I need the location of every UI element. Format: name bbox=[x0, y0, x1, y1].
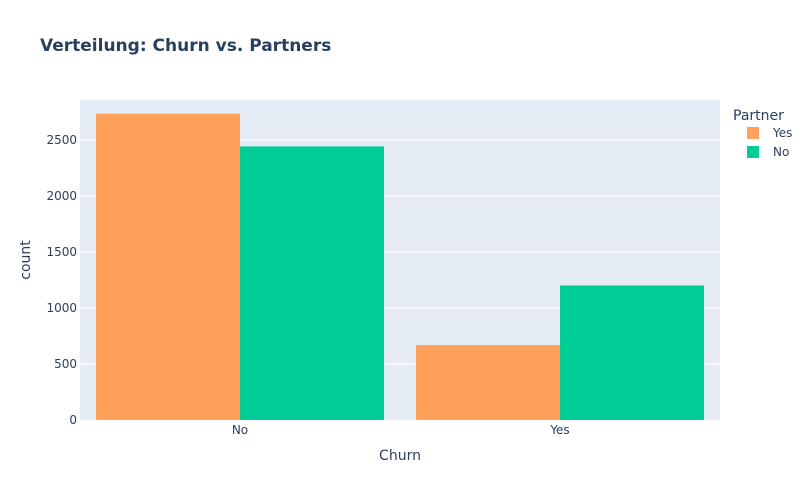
legend: Partner Yes No bbox=[733, 108, 792, 159]
x-axis-title: Churn bbox=[379, 448, 421, 464]
legend-label: No bbox=[773, 145, 789, 159]
legend-swatch bbox=[747, 127, 759, 139]
chart-title: Verteilung: Churn vs. Partners bbox=[40, 36, 331, 56]
legend-title: Partner bbox=[733, 108, 784, 124]
x-axis-ticks: No Yes bbox=[232, 423, 570, 437]
y-tick-label: 0 bbox=[69, 413, 77, 427]
x-tick-label: No bbox=[232, 423, 248, 437]
y-tick-label: 2000 bbox=[46, 189, 77, 203]
legend-swatch bbox=[747, 146, 759, 158]
y-axis-ticks: 0 500 1000 1500 2000 2500 bbox=[46, 133, 77, 427]
bars bbox=[96, 113, 704, 420]
y-tick-label: 1500 bbox=[46, 245, 77, 259]
bar bbox=[416, 345, 560, 420]
bar bbox=[96, 113, 240, 420]
x-tick-label: Yes bbox=[549, 423, 569, 437]
y-tick-label: 1000 bbox=[46, 301, 77, 315]
legend-label: Yes bbox=[772, 126, 792, 140]
bar bbox=[240, 146, 384, 420]
y-tick-label: 500 bbox=[54, 357, 77, 371]
bar bbox=[560, 285, 704, 420]
y-tick-label: 2500 bbox=[46, 133, 77, 147]
y-axis-title: count bbox=[18, 240, 34, 280]
